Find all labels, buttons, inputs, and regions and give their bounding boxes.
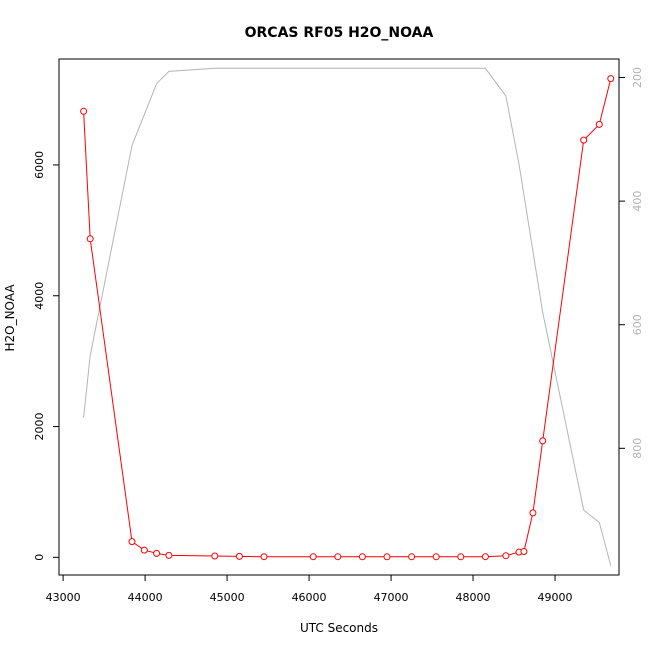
data-point — [260, 553, 268, 561]
secondary-series-line — [83, 67, 612, 566]
x-tick-label: 49000 — [538, 591, 573, 604]
data-point — [502, 552, 510, 560]
primary-series-layer — [80, 75, 615, 561]
data-point — [309, 553, 317, 561]
data-point — [80, 107, 88, 115]
x-tick-label: 46000 — [292, 591, 327, 604]
y-axis-label: H2O_NOAA — [3, 284, 17, 352]
data-point — [86, 235, 94, 243]
x-tick-label: 43000 — [46, 591, 81, 604]
data-point — [128, 538, 136, 546]
data-point — [432, 553, 440, 561]
data-point — [595, 120, 603, 128]
data-point — [529, 509, 537, 517]
x-tick-label: 45000 — [210, 591, 245, 604]
y2-tick-label: 800 — [631, 438, 644, 459]
data-point — [211, 552, 219, 560]
data-point — [539, 437, 547, 445]
data-point — [408, 553, 416, 561]
data-point — [235, 552, 243, 560]
x-tick-label: 44000 — [128, 591, 163, 604]
data-point — [358, 553, 366, 561]
y2-tick-label: 600 — [631, 314, 644, 335]
data-point — [580, 136, 588, 144]
y-tick-label: 0 — [33, 554, 46, 561]
x-tick-label: 47000 — [374, 591, 409, 604]
primary-series-line — [83, 78, 612, 558]
y-tick-label: 6000 — [33, 151, 46, 179]
chart-title: ORCAS RF05 H2O_NOAA — [245, 25, 434, 41]
data-point — [481, 553, 489, 561]
data-point — [520, 548, 528, 555]
secondary-series-layer — [83, 67, 612, 566]
data-point — [457, 553, 465, 561]
data-point — [165, 551, 173, 559]
data-point — [153, 549, 161, 557]
plot-frame — [58, 58, 620, 576]
data-point — [140, 546, 148, 554]
y-tick-label: 2000 — [33, 413, 46, 441]
y2-tick-label: 400 — [631, 191, 644, 212]
axes-layer: 43000 44000 45000 46000 47000 48000 49000 0 2000… — [33, 67, 644, 604]
y2-tick-label: 200 — [631, 67, 644, 88]
data-point — [334, 553, 342, 561]
x-tick-label: 48000 — [456, 591, 491, 604]
x-axis-label: UTC Seconds — [300, 621, 378, 635]
y-tick-label: 4000 — [33, 282, 46, 310]
data-point — [607, 75, 615, 83]
data-point — [383, 553, 391, 561]
